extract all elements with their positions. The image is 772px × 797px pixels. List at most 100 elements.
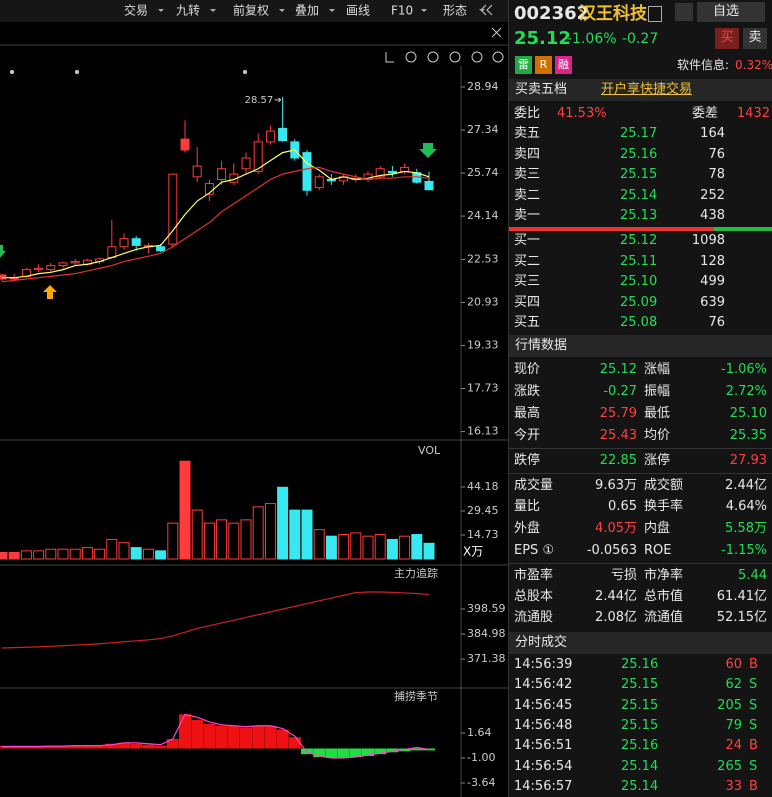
level-price: 25.13 — [620, 208, 658, 223]
level-volume: 76 — [708, 315, 725, 330]
diff-label: 委差 — [692, 106, 719, 121]
volume-bar — [179, 460, 191, 560]
stock-name: 汉王科技 — [579, 4, 647, 24]
sell-button[interactable]: 卖 — [743, 28, 767, 49]
level-price: 25.09 — [620, 294, 658, 310]
stat-value: 25.43 — [599, 428, 637, 443]
histogram-bar — [252, 725, 265, 749]
candle-body — [58, 262, 68, 267]
volume-bar — [155, 550, 167, 560]
toolbar-button[interactable]: F10 — [391, 4, 413, 18]
candle-body — [387, 170, 397, 174]
section-header — [509, 335, 772, 357]
stat-label: 涨幅 — [644, 362, 671, 377]
stat-label: 均价 — [644, 428, 671, 443]
histogram-bar — [105, 743, 118, 749]
y-tick-label: -1.00 — [467, 751, 495, 764]
y-tick-label: 22.53 — [467, 252, 499, 265]
histogram-bar — [69, 745, 82, 749]
stat-value: 25.12 — [599, 362, 637, 377]
y-tick-label: 16.13 — [467, 425, 499, 438]
histogram-bar — [154, 745, 167, 749]
candle-body — [424, 180, 434, 191]
stat-value: 2.72% — [725, 384, 767, 399]
stat-label: 量比 — [514, 499, 541, 514]
candle-body — [180, 138, 190, 151]
level-label: 买五 — [514, 315, 541, 330]
zhuli-label: 主力追踪 — [394, 566, 438, 580]
y-tick-label: 371.38 — [467, 652, 506, 665]
toolbar-button[interactable]: 前复权 — [233, 3, 269, 18]
volume-bar — [0, 551, 8, 560]
volume-bar — [8, 551, 20, 560]
change: -0.27 — [622, 31, 659, 47]
level-label: 卖五 — [514, 126, 541, 141]
trade-time: 14:56:48 — [514, 717, 573, 733]
toolbar-button[interactable]: 形态 — [443, 4, 467, 18]
volume-bar — [240, 519, 252, 560]
signal — [0, 245, 6, 258]
level-label: 卖二 — [514, 187, 541, 203]
volume-bar — [81, 547, 93, 560]
trade-price: 25.14 — [621, 758, 659, 774]
toolbar-button[interactable]: 九转 — [176, 3, 200, 18]
level-volume: 252 — [700, 187, 725, 203]
level-label: 买一 — [514, 233, 541, 248]
trade-time: 14:56:51 — [514, 738, 573, 754]
candle-body — [375, 168, 385, 178]
y-tick-label: -3.64 — [467, 776, 495, 789]
histogram-bar — [57, 745, 69, 749]
level-price: 25.12 — [620, 233, 658, 248]
candle-body — [0, 274, 7, 280]
volume-bar — [313, 529, 325, 560]
vol-label: VOL — [418, 444, 441, 457]
close-icon[interactable] — [491, 27, 502, 38]
trade-price: 25.16 — [621, 738, 659, 754]
high-label: 28.57 — [245, 95, 274, 106]
stat-value: 亏损 — [610, 568, 637, 583]
candle-body — [46, 265, 56, 271]
stat-value: 5.58万 — [725, 521, 767, 536]
stat-value: 4.05万 — [595, 521, 637, 536]
promo-link[interactable]: 开户享快捷交易 — [601, 82, 693, 97]
trade-side: B — [749, 778, 758, 794]
volume-bar — [362, 535, 374, 560]
y-tick-label: 20.93 — [467, 295, 499, 308]
stat-label: 最低 — [644, 406, 671, 421]
histogram-bar — [215, 725, 228, 749]
watch-button[interactable]: 自选 — [697, 2, 765, 22]
divider — [509, 473, 772, 474]
markers — [10, 70, 247, 74]
y-tick-label: 384.98 — [467, 627, 506, 640]
candle-body — [156, 246, 166, 252]
stat-label: 现价 — [514, 362, 541, 377]
stat-value: 61.41亿 — [716, 589, 767, 604]
candle-body — [192, 165, 202, 178]
toolbar-button[interactable]: 交易 — [124, 3, 148, 18]
volume-bar — [167, 522, 179, 560]
toolbar-bg — [0, 0, 508, 22]
level-volume: 78 — [708, 167, 725, 182]
candle-body — [265, 130, 275, 143]
level-volume: 128 — [700, 253, 725, 269]
section-title: 行情数据 — [515, 338, 568, 353]
level-price: 25.17 — [620, 126, 658, 141]
stat-value: 25.79 — [599, 406, 637, 421]
stat-label: 涨停 — [644, 453, 671, 468]
high-arrow — [274, 97, 282, 103]
volume-bar — [423, 542, 435, 560]
level-price: 25.15 — [620, 167, 658, 182]
dropdown-arrow — [158, 9, 164, 12]
volume-bar — [350, 532, 362, 560]
toolbar-button[interactable]: 画线 — [346, 4, 370, 18]
trade-volume: 79 — [725, 717, 742, 733]
chart-icons[interactable] — [385, 51, 504, 63]
stat-value: 2.44亿 — [725, 478, 767, 493]
candle-body — [217, 168, 227, 181]
buy-button[interactable]: 买 — [715, 28, 739, 49]
volume-bar — [411, 534, 423, 560]
histogram-bar — [240, 727, 252, 749]
toolbar-button[interactable]: 叠加 — [295, 4, 319, 18]
candle-body — [131, 238, 141, 246]
